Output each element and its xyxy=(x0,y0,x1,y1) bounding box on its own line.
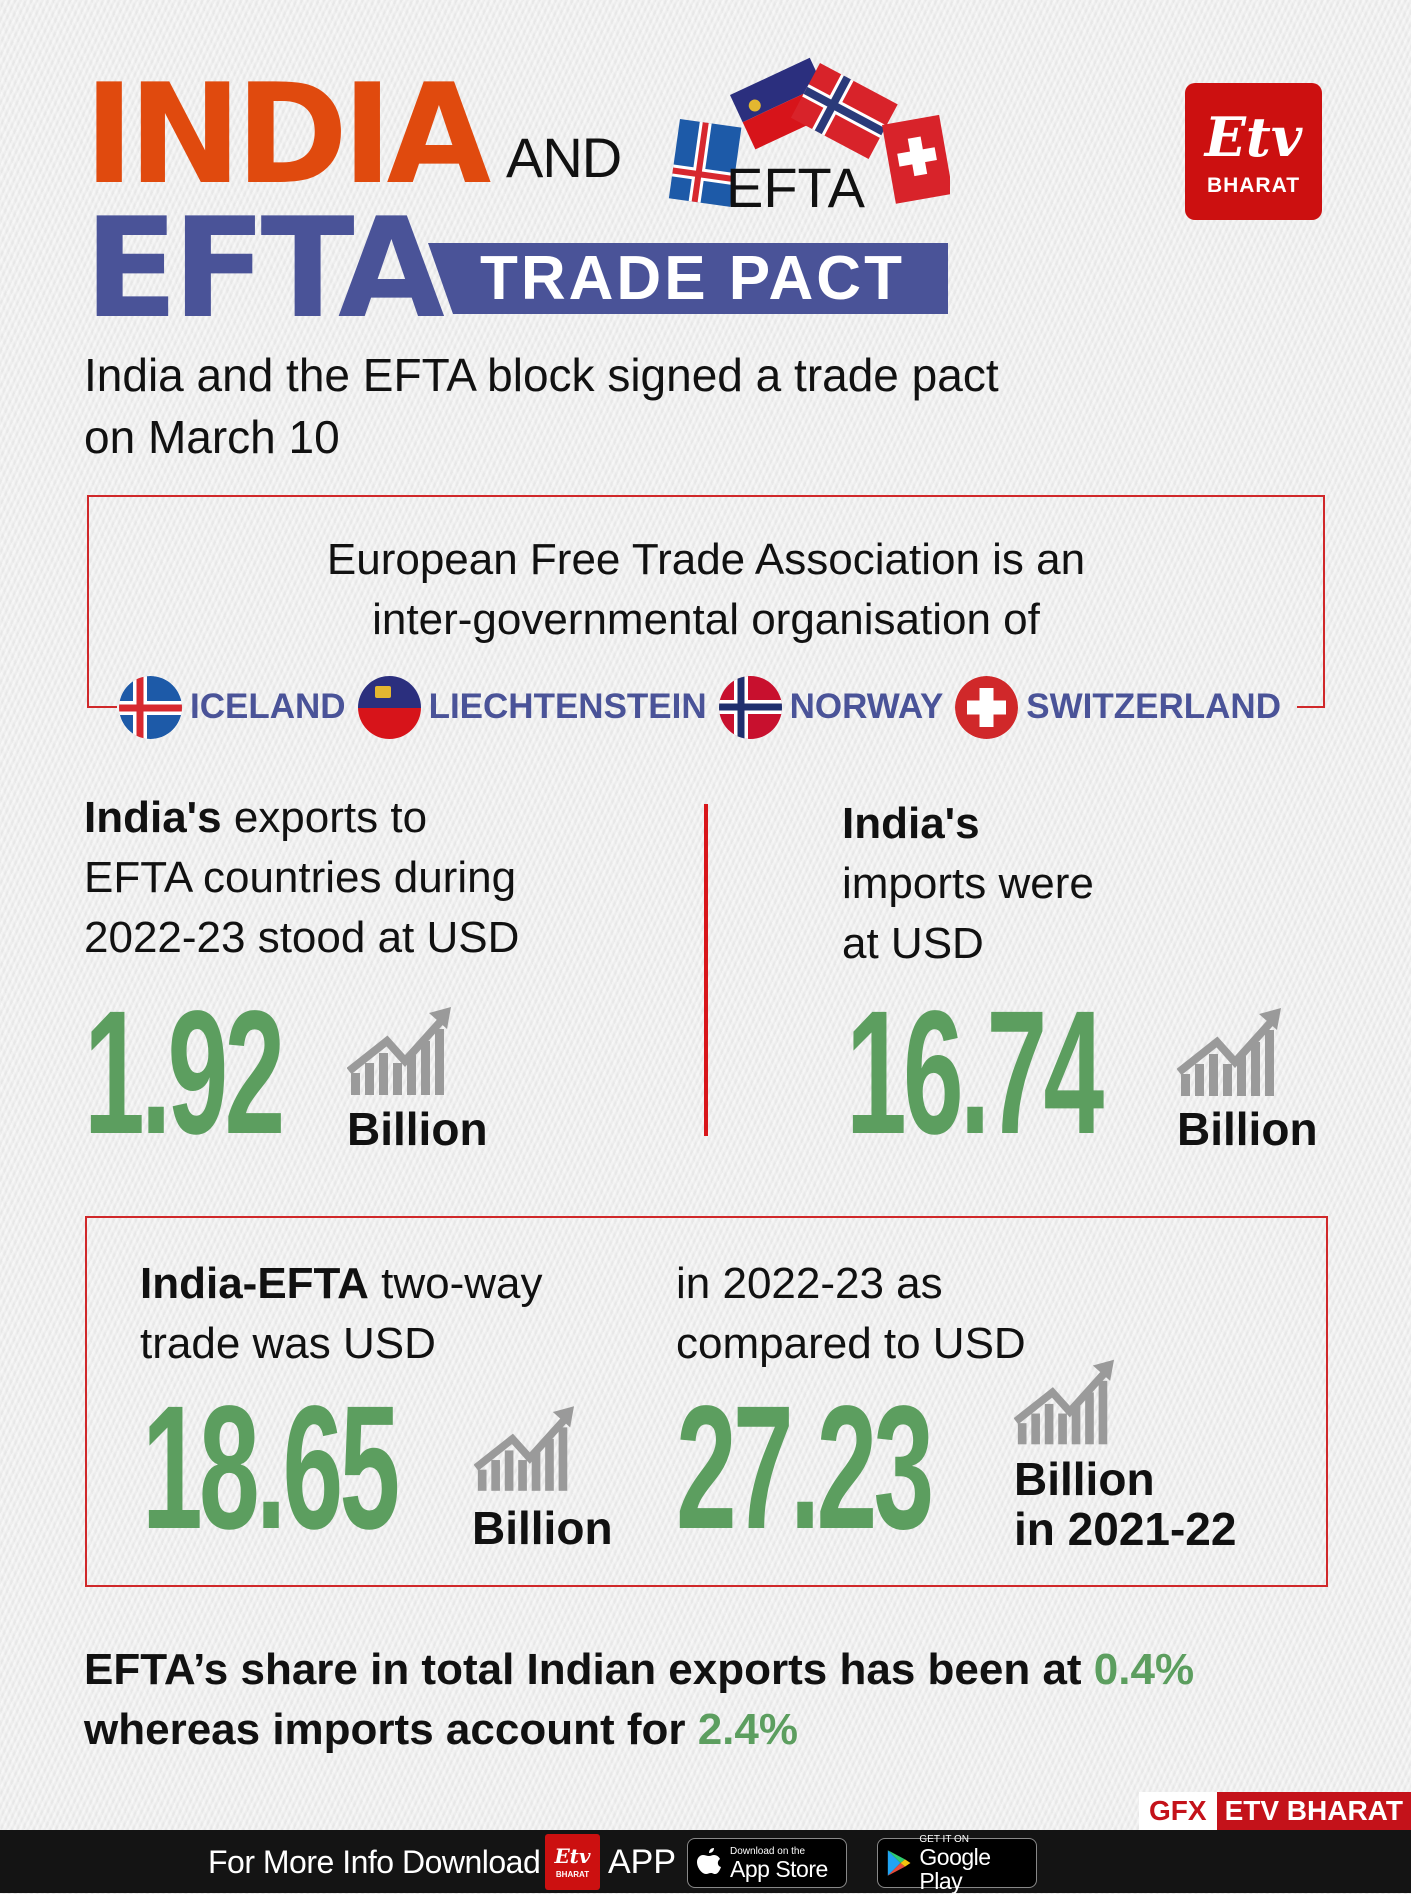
intro-line-2: on March 10 xyxy=(84,411,340,463)
definition-text: European Free Trade Association is an in… xyxy=(87,530,1325,650)
comparison-value: 27.23 xyxy=(676,1370,934,1566)
gfx-credit: GFX ETV BHARAT xyxy=(1139,1792,1411,1830)
share-text: EFTA’s share in total Indian exports has… xyxy=(84,1640,1194,1760)
box-bottom-line-right xyxy=(1297,705,1323,709)
growth-chart-icon xyxy=(474,1406,574,1491)
switzerland-flag-icon xyxy=(882,114,950,204)
two-way-bold: India-EFTA xyxy=(140,1259,369,1308)
etv-logo-sub: BHARAT xyxy=(1206,173,1301,197)
imports-bold: India's xyxy=(842,799,980,848)
country-label: ICELAND xyxy=(190,687,346,726)
footer-etv-sub: BHARAT xyxy=(555,1869,590,1879)
title-and: AND xyxy=(506,126,622,189)
country-label: NORWAY xyxy=(789,687,944,726)
footer-app-label: APP xyxy=(608,1843,677,1881)
title-india: INDIA xyxy=(84,54,491,215)
intro-text: India and the EFTA block signed a trade … xyxy=(84,344,1184,468)
box-bottom-line-left xyxy=(87,705,117,709)
gfx-brand: ETV BHARAT xyxy=(1216,1792,1411,1830)
comparison-line-2: compared to USD xyxy=(676,1319,1026,1368)
etv-bharat-logo: Etv BHARAT xyxy=(1185,83,1322,220)
exports-bold: India's xyxy=(84,793,222,842)
growth-chart-icon xyxy=(347,1007,451,1095)
two-way-unit: Billion xyxy=(472,1502,613,1554)
intro-line-1: India and the EFTA block signed a trade … xyxy=(84,349,999,401)
etv-logo-mark: Etv xyxy=(1204,104,1303,169)
footer-etv-mark: Etv xyxy=(554,1843,591,1868)
imports-text: India's imports were at USD xyxy=(842,794,1094,974)
growth-chart-icon xyxy=(1177,1008,1281,1096)
share-line-2: whereas imports account for xyxy=(84,1705,698,1754)
imports-line-2: imports were xyxy=(842,859,1094,908)
app-store-badge[interactable]: Download on the App Store xyxy=(687,1838,847,1888)
title-efta: EFTA xyxy=(84,188,445,349)
country-list: ICELAND LIECHTENSTEIN NORWAY SWITZERLAND xyxy=(87,672,1327,742)
country-label: SWITZERLAND xyxy=(1026,687,1281,726)
norway-flag-icon xyxy=(718,675,782,739)
exports-line-1: exports to xyxy=(221,793,428,842)
efta-flags-logo xyxy=(668,57,950,207)
gfx-label: GFX xyxy=(1139,1792,1217,1830)
share-line-1: EFTA’s share in total Indian exports has… xyxy=(84,1645,1094,1694)
liechtenstein-flag-icon xyxy=(357,675,421,739)
trade-pact-label: TRADE PACT xyxy=(480,244,905,313)
efta-logo-text: EFTA xyxy=(726,156,865,219)
comparison-period: in 2021-22 xyxy=(1014,1503,1237,1555)
app-store-big: App Store xyxy=(730,1855,828,1882)
google-play-big: Google Play xyxy=(919,1843,991,1894)
definition-line-1: European Free Trade Association is an xyxy=(326,535,1086,584)
column-divider xyxy=(704,804,708,1136)
country-norway: NORWAY xyxy=(718,675,944,739)
country-liechtenstein: LIECHTENSTEIN xyxy=(357,675,707,739)
two-way-value: 18.65 xyxy=(142,1370,400,1566)
trade-pact-banner xyxy=(428,243,948,314)
imports-line-3: at USD xyxy=(842,919,984,968)
iceland-flag-icon xyxy=(119,675,182,739)
definition-line-2: inter-governmental organisation of xyxy=(372,595,1040,644)
footer-etv-app-logo[interactable]: Etv BHARAT xyxy=(545,1834,600,1890)
import-share-value: 2.4% xyxy=(697,1705,798,1754)
two-way-line-1: two-way xyxy=(368,1259,543,1308)
growth-chart-icon xyxy=(1014,1359,1114,1445)
country-label: LIECHTENSTEIN xyxy=(428,687,707,726)
export-share-value: 0.4% xyxy=(1093,1645,1195,1694)
exports-line-3: 2022-23 stood at USD xyxy=(84,913,520,962)
google-play-small: GET IT ON xyxy=(919,1833,970,1845)
app-store-small: Download on the xyxy=(730,1845,806,1857)
definition-box xyxy=(87,495,1325,708)
two-way-line-2: trade was USD xyxy=(140,1319,436,1368)
imports-value: 16.74 xyxy=(846,975,1104,1171)
google-play-icon xyxy=(887,1850,911,1876)
exports-text: India's exports to EFTA countries during… xyxy=(84,788,519,968)
two-way-text: India-EFTA two-way trade was USD xyxy=(140,1254,543,1374)
footer-download-text: For More Info Download xyxy=(208,1844,541,1880)
exports-unit: Billion xyxy=(347,1103,488,1155)
imports-unit: Billion xyxy=(1177,1103,1318,1155)
comparison-unit: Billion xyxy=(1014,1453,1155,1505)
exports-line-2: EFTA countries during xyxy=(84,853,517,902)
norway-flag-icon xyxy=(790,63,898,160)
two-way-trade-box xyxy=(85,1216,1328,1587)
country-iceland: ICELAND xyxy=(119,675,346,739)
comparison-text: in 2022-23 as compared to USD xyxy=(676,1254,1026,1374)
country-switzerland: SWITZERLAND xyxy=(955,675,1281,739)
comparison-line-1: in 2022-23 as xyxy=(676,1259,943,1308)
apple-icon xyxy=(697,1848,721,1874)
iceland-flag-icon xyxy=(668,119,742,207)
switzerland-flag-icon xyxy=(955,675,1019,739)
google-play-badge[interactable]: GET IT ON Google Play xyxy=(877,1834,1037,1893)
exports-value: 1.92 xyxy=(84,975,285,1171)
